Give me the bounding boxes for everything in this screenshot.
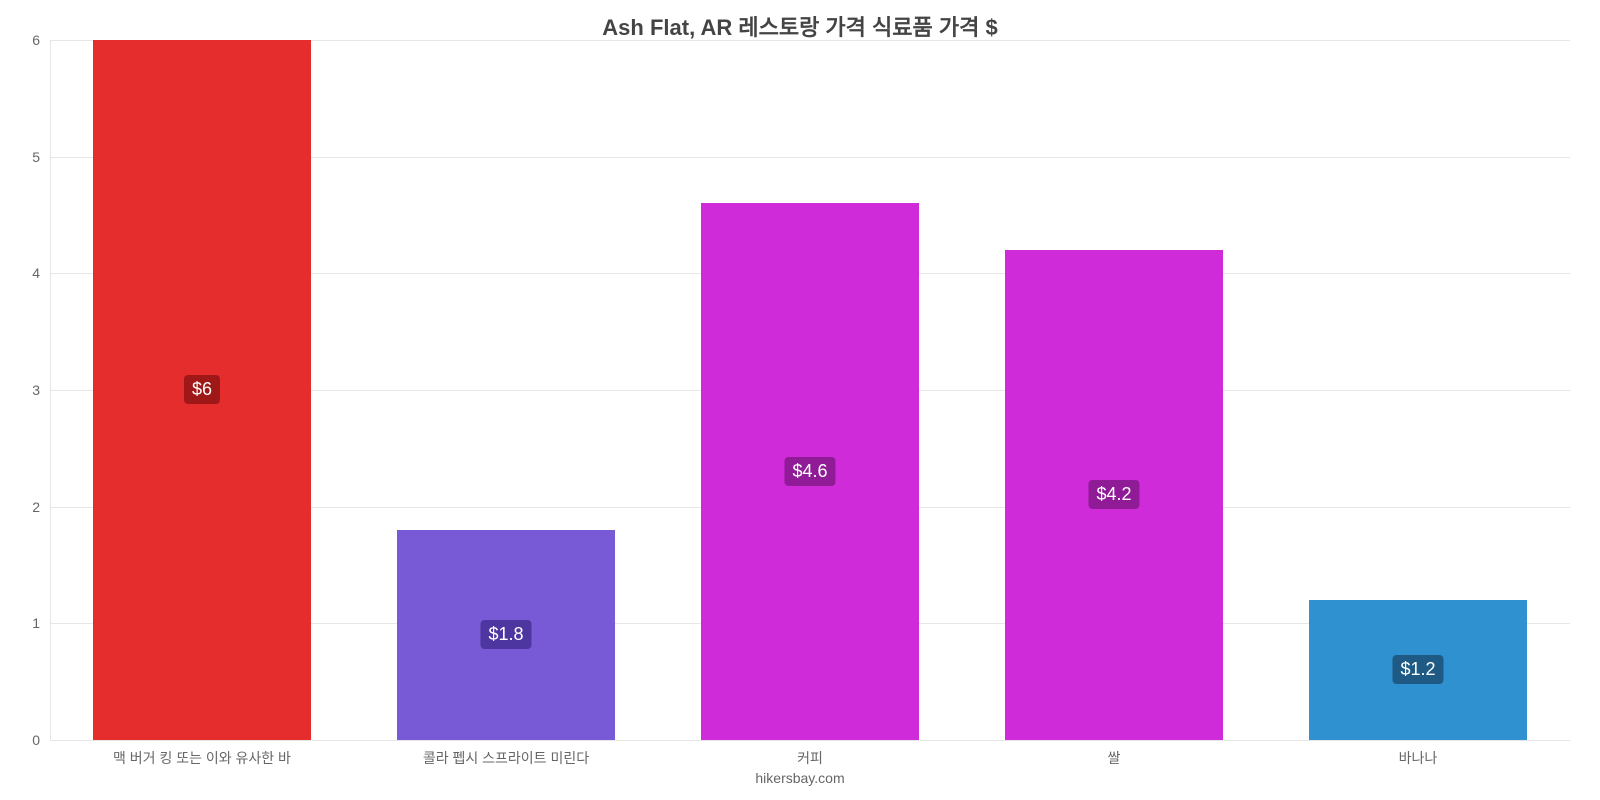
value-badge: $1.8 (480, 620, 531, 649)
y-tick-label: 4 (32, 265, 40, 281)
x-tick-label: 맥 버거 킹 또는 이와 유사한 바 (113, 748, 291, 768)
bar-group: $1.2바나나 (1309, 40, 1528, 740)
value-badge: $4.2 (1088, 480, 1139, 509)
bar-group: $4.2쌀 (1005, 40, 1224, 740)
y-tick-label: 5 (32, 149, 40, 165)
value-badge: $6 (184, 375, 220, 404)
bar-group: $4.6커피 (701, 40, 920, 740)
value-badge: $4.6 (784, 457, 835, 486)
y-tick-label: 0 (32, 732, 40, 748)
x-tick-label: 커피 (797, 748, 823, 768)
x-tick-label: 콜라 펩시 스프라이트 미린다 (423, 748, 589, 768)
y-tick-label: 2 (32, 499, 40, 515)
y-tick-label: 1 (32, 615, 40, 631)
plot-area: 0123456$6맥 버거 킹 또는 이와 유사한 바$1.8콜라 펩시 스프라… (50, 40, 1570, 740)
y-tick-label: 3 (32, 382, 40, 398)
bar-group: $1.8콜라 펩시 스프라이트 미린다 (397, 40, 616, 740)
x-tick-label: 바나나 (1399, 748, 1438, 768)
x-tick-label: 쌀 (1108, 748, 1121, 768)
chart-footer: hikersbay.com (0, 770, 1600, 786)
chart-title: Ash Flat, AR 레스토랑 가격 식료품 가격 $ (0, 10, 1600, 42)
y-tick-label: 6 (32, 32, 40, 48)
bar-group: $6맥 버거 킹 또는 이와 유사한 바 (93, 40, 312, 740)
gridline (50, 740, 1570, 741)
value-badge: $1.2 (1392, 655, 1443, 684)
bar-chart: Ash Flat, AR 레스토랑 가격 식료품 가격 $ 0123456$6맥… (0, 0, 1600, 800)
